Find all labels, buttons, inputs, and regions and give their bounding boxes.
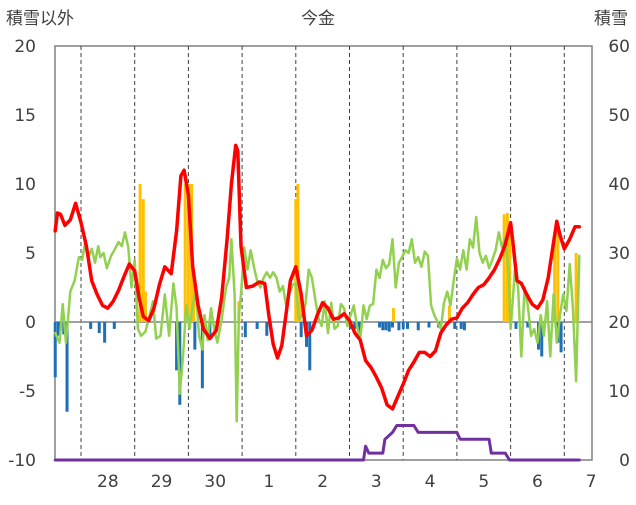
temperature-line <box>53 143 582 411</box>
secondary-bar <box>89 322 93 329</box>
left-tick-label: -5 <box>19 382 36 402</box>
right-axis-label: 積雪 <box>594 9 628 29</box>
left-axis-label: 積雪以外 <box>6 9 74 29</box>
secondary-bar <box>265 322 269 336</box>
left-axis-ticks: 20 15 10 5 0 -5 -10 <box>8 37 36 471</box>
right-axis-ticks: 60 50 40 30 20 10 0 <box>608 37 630 471</box>
precipitation-bar <box>298 291 302 322</box>
x-tick-label: 3 <box>371 472 382 492</box>
secondary-bar <box>378 322 382 328</box>
secondary-bar <box>526 322 530 328</box>
secondary-bar <box>308 322 312 371</box>
left-tick-label: 10 <box>14 175 36 195</box>
secondary-bar <box>243 322 247 338</box>
precipitation-bar <box>574 253 578 322</box>
plot-area <box>54 45 593 461</box>
right-tick-label: 30 <box>608 244 630 264</box>
left-tick-label: 15 <box>14 106 36 126</box>
precipitation-bar <box>553 232 557 322</box>
right-tick-label: 10 <box>608 382 630 402</box>
x-tick-label: 5 <box>478 472 489 492</box>
left-tick-label: -10 <box>8 451 36 471</box>
x-tick-label: 6 <box>532 472 543 492</box>
secondary-bar <box>405 322 409 329</box>
right-tick-label: 50 <box>608 106 630 126</box>
secondary-bar <box>175 322 179 371</box>
x-tick-label: 2 <box>317 472 328 492</box>
secondary-bar <box>459 322 463 329</box>
precipitation-bar <box>556 225 560 322</box>
right-tick-label: 20 <box>608 313 630 333</box>
x-tick-label: 4 <box>425 472 436 492</box>
secondary-bar <box>401 322 405 329</box>
secondary-bar <box>540 322 544 357</box>
secondary-bar <box>390 322 394 328</box>
secondary-bar <box>56 322 60 336</box>
secondary-bar <box>357 322 361 336</box>
left-tick-label: 5 <box>25 244 36 264</box>
secondary-bar <box>427 322 431 328</box>
precipitation-bar <box>294 199 298 322</box>
secondary-bar <box>193 322 197 350</box>
precipitation-bar <box>143 291 147 322</box>
secondary-bar <box>53 322 57 378</box>
secondary-bar <box>416 322 420 331</box>
precipitation-bar <box>141 199 145 322</box>
precipitation-bar <box>392 308 396 322</box>
right-tick-label: 60 <box>608 37 630 57</box>
x-axis-labels: 28 29 30 1 2 3 4 5 6 7 <box>97 472 597 492</box>
secondary-bar <box>65 322 69 412</box>
precipitation-bar <box>502 214 506 322</box>
precipitation-bar <box>138 184 142 322</box>
right-tick-label: 0 <box>619 451 630 471</box>
secondary-bar <box>200 322 204 389</box>
x-tick-label: 28 <box>97 472 119 492</box>
left-tick-label: 0 <box>25 313 36 333</box>
lines-layer <box>53 143 582 462</box>
secondary-bar <box>103 322 107 343</box>
precipitation-bar <box>186 184 190 322</box>
secondary-bar <box>299 322 303 338</box>
secondary-bar <box>559 322 563 353</box>
secondary-bar <box>453 322 457 329</box>
left-tick-label: 20 <box>14 37 36 57</box>
secondary-bar <box>397 322 401 331</box>
secondary-bar <box>462 322 466 331</box>
secondary-bar <box>381 322 385 331</box>
x-tick-label: 30 <box>204 472 226 492</box>
x-tick-label: 1 <box>264 472 275 492</box>
secondary-bar <box>387 322 391 332</box>
precipitation-bar <box>447 305 451 322</box>
precipitation-bar <box>296 184 300 322</box>
secondary-bar <box>255 322 259 329</box>
secondary-bar <box>514 322 518 329</box>
snow-depth-line <box>53 424 581 462</box>
secondary-bar <box>384 322 388 331</box>
secondary-bar <box>97 322 101 334</box>
chart-title: 今金 <box>301 9 335 29</box>
right-tick-label: 40 <box>608 175 630 195</box>
precipitation-bar <box>183 184 187 322</box>
x-tick-label: 7 <box>586 472 597 492</box>
x-tick-label: 29 <box>151 472 173 492</box>
secondary-bar <box>353 322 357 329</box>
secondary-bar <box>112 322 116 329</box>
